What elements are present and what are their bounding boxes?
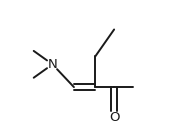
Text: O: O	[109, 111, 119, 124]
Text: N: N	[48, 58, 57, 71]
